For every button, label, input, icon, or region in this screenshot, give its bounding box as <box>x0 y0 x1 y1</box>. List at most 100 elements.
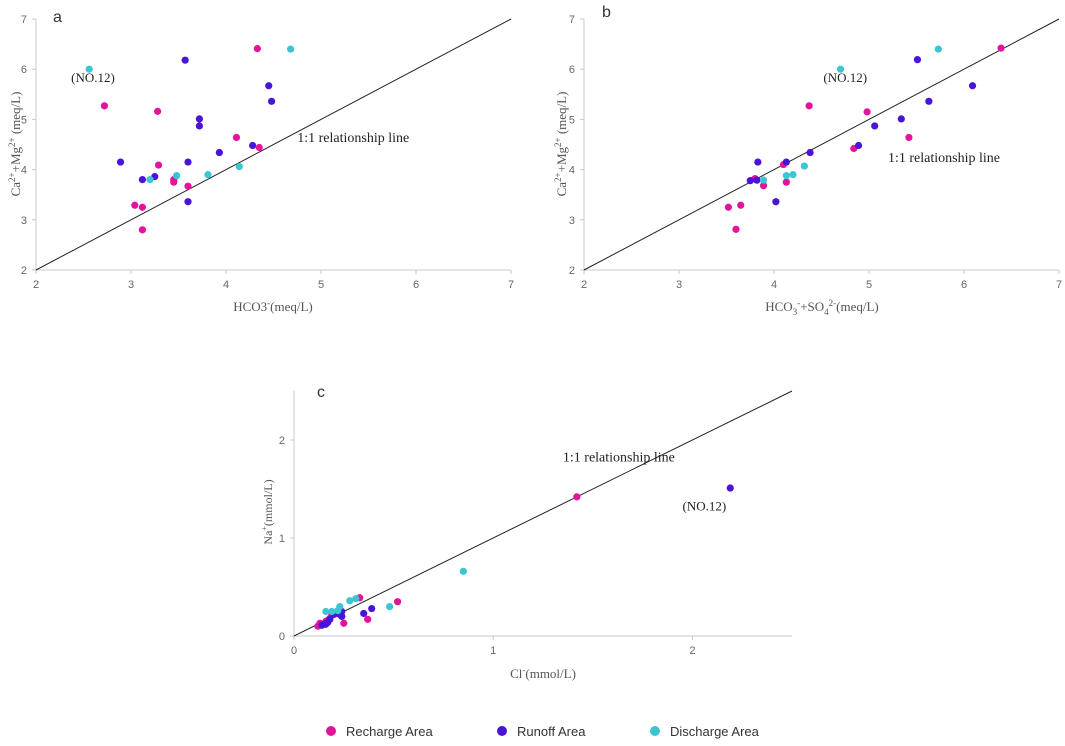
y-tick-label: 0 <box>279 631 285 643</box>
legend-label-runoff: Runoff Area <box>517 724 586 739</box>
reference-line <box>35 18 512 271</box>
panel-a-label: a <box>53 9 62 26</box>
legend-label-recharge: Recharge Area <box>346 724 433 739</box>
y-tick-label: 7 <box>569 14 575 26</box>
data-point <box>215 148 223 157</box>
data-point <box>184 198 192 206</box>
data-point <box>968 82 977 90</box>
annotation-no12: (NO.12) <box>683 499 727 514</box>
data-point <box>732 225 740 233</box>
data-point <box>393 598 402 606</box>
data-point <box>255 143 263 152</box>
data-point <box>85 65 93 73</box>
panel-c: c Cl-(mmol/L) Na+(mmol/L) 0 1 2 0 1 2 1:1 rela… <box>260 384 793 681</box>
data-point <box>170 178 178 186</box>
data-point <box>737 201 745 209</box>
reference-line-label: 1:1 relationship line <box>563 451 675 466</box>
data-point <box>746 177 754 185</box>
data-point <box>146 176 154 184</box>
data-point <box>116 158 125 166</box>
data-point <box>754 158 762 166</box>
x-tick-label: 2 <box>33 279 39 291</box>
panel-a: a HCO3-(meq/L) Ca2++Mg2+ (meq/L) 2 3 4 5 6 7 2… <box>7 9 514 314</box>
legend: Recharge Area Runoff Area Discharge Area <box>326 724 760 739</box>
data-point <box>184 182 192 190</box>
data-point <box>782 172 790 180</box>
data-point <box>154 161 163 169</box>
x-tick-label: 5 <box>318 279 324 291</box>
panel-b-label: b <box>602 4 611 21</box>
x-tick-label: 0 <box>291 645 297 657</box>
x-tick-label: 1 <box>490 645 496 657</box>
series-runoff-area <box>318 484 734 629</box>
panel-b-ylabel: Ca2++Mg2+ (meq/L) <box>553 92 569 197</box>
data-point <box>897 115 905 123</box>
data-point <box>340 619 348 627</box>
data-point <box>232 133 241 142</box>
x-tick-label: 2 <box>581 279 587 291</box>
data-point <box>805 102 813 110</box>
panel-c-label: c <box>317 384 325 401</box>
series-runoff-area <box>116 56 276 206</box>
x-tick-label: 4 <box>223 279 229 291</box>
x-tick-label: 4 <box>771 279 777 291</box>
legend-marker-discharge <box>650 726 660 736</box>
data-point <box>100 102 108 110</box>
annotation-no12: (NO.12) <box>823 70 867 85</box>
data-point <box>573 493 581 501</box>
data-point <box>138 226 146 234</box>
data-point <box>235 162 243 171</box>
panel-c-ylabel: Na+(mmol/L) <box>260 479 275 544</box>
data-point <box>724 203 733 211</box>
series-discharge-area <box>322 567 467 616</box>
data-point <box>138 176 146 184</box>
panel-a-xlabel: HCO3-(meq/L) <box>233 298 313 314</box>
data-point <box>352 595 360 603</box>
data-point <box>997 44 1005 52</box>
data-point <box>204 171 212 179</box>
data-point <box>265 82 273 90</box>
data-point <box>173 172 181 180</box>
x-tick-label: 3 <box>128 279 134 291</box>
data-point <box>806 148 814 157</box>
x-tick-label: 6 <box>413 279 419 291</box>
y-tick-label: 5 <box>569 114 575 126</box>
panel-b-xlabel: HCO3-+SO42-(meq/L) <box>765 298 879 317</box>
data-point <box>338 612 346 621</box>
data-point <box>925 97 933 105</box>
reference-line <box>293 390 793 637</box>
data-point <box>800 162 809 170</box>
annotation-no12: (NO.12) <box>71 70 115 85</box>
data-point <box>726 484 734 492</box>
x-tick-label: 2 <box>689 645 695 657</box>
data-point <box>360 609 368 618</box>
panel-c-xlabel: Cl-(mmol/L) <box>510 665 576 681</box>
y-tick-label: 2 <box>569 265 575 277</box>
data-point <box>154 107 162 115</box>
data-point <box>131 201 139 209</box>
data-point <box>782 158 790 166</box>
data-point <box>364 615 372 623</box>
y-tick-label: 2 <box>279 435 285 447</box>
x-tick-label: 7 <box>508 279 514 291</box>
data-point <box>268 97 276 105</box>
data-point <box>934 45 942 53</box>
series-recharge-area <box>314 493 581 630</box>
data-point <box>195 122 203 130</box>
reference-line <box>583 18 1060 271</box>
x-tick-label: 3 <box>676 279 682 291</box>
panel-a-ylabel: Ca2++Mg2+ (meq/L) <box>7 92 23 197</box>
data-point <box>318 621 326 629</box>
data-point <box>386 603 394 611</box>
y-tick-label: 7 <box>21 14 27 26</box>
data-point <box>759 176 768 184</box>
data-point <box>253 45 261 53</box>
data-point <box>863 108 871 116</box>
y-tick-label: 5 <box>21 114 27 126</box>
series-runoff-area <box>746 56 977 206</box>
legend-marker-runoff <box>497 726 507 736</box>
data-point <box>138 203 146 211</box>
data-point <box>368 604 376 613</box>
data-point <box>459 567 467 575</box>
